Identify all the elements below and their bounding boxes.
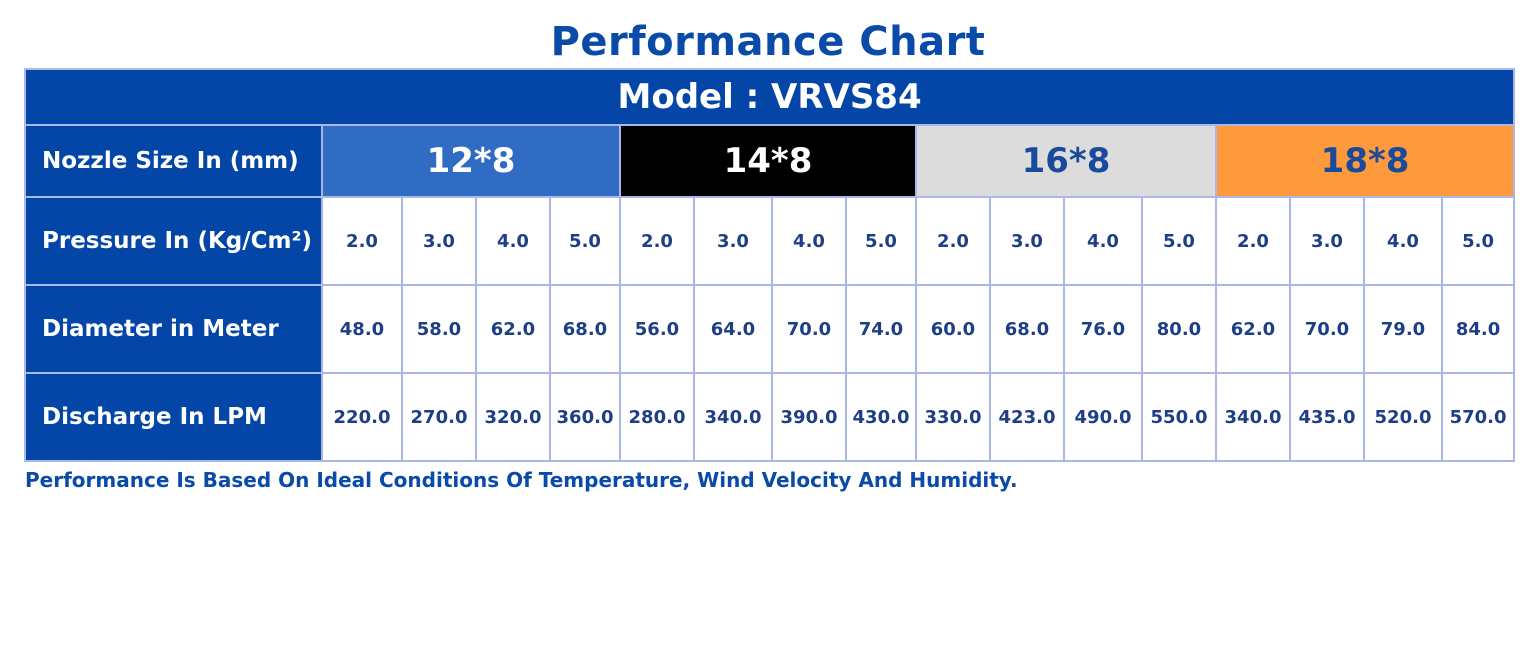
table-cell: 56.0 bbox=[619, 284, 695, 374]
table-cell: 2.0 bbox=[915, 196, 991, 286]
table-cell: 430.0 bbox=[845, 372, 917, 462]
discharge-row: Discharge In LPM 220.0 270.0 320.0 360.0… bbox=[24, 372, 1516, 462]
table-cell: 79.0 bbox=[1363, 284, 1443, 374]
pressure-row: Pressure In (Kg/Cm²) 2.0 3.0 4.0 5.0 2.0… bbox=[24, 196, 1516, 286]
nozzle-size-14x8: 14*8 bbox=[619, 124, 917, 198]
table-cell: 4.0 bbox=[475, 196, 551, 286]
table-cell: 60.0 bbox=[915, 284, 991, 374]
table-cell: 70.0 bbox=[771, 284, 847, 374]
table-cell: 550.0 bbox=[1141, 372, 1217, 462]
table-cell: 2.0 bbox=[619, 196, 695, 286]
diameter-label: Diameter in Meter bbox=[24, 284, 323, 374]
model-row: Model : VRVS84 bbox=[23, 68, 1516, 126]
table-cell: 280.0 bbox=[619, 372, 695, 462]
table-cell: 5.0 bbox=[549, 196, 621, 286]
table-cell: 48.0 bbox=[321, 284, 403, 374]
table-cell: 423.0 bbox=[989, 372, 1065, 462]
table-cell: 3.0 bbox=[1289, 196, 1365, 286]
table-cell: 5.0 bbox=[1141, 196, 1217, 286]
table-cell: 340.0 bbox=[693, 372, 773, 462]
table-cell: 490.0 bbox=[1063, 372, 1143, 462]
table-cell: 2.0 bbox=[321, 196, 403, 286]
table-cell: 360.0 bbox=[549, 372, 621, 462]
nozzle-size-row: Nozzle Size In (mm) 12*8 14*8 16*8 18*8 bbox=[24, 124, 1516, 198]
table-cell: 390.0 bbox=[771, 372, 847, 462]
performance-table: Model : VRVS84 Nozzle Size In (mm) 12*8 … bbox=[23, 68, 1516, 462]
table-cell: 3.0 bbox=[401, 196, 477, 286]
pressure-label: Pressure In (Kg/Cm²) bbox=[24, 196, 323, 286]
nozzle-size-label: Nozzle Size In (mm) bbox=[24, 124, 323, 198]
table-cell: 76.0 bbox=[1063, 284, 1143, 374]
table-cell: 84.0 bbox=[1440, 284, 1516, 374]
table-cell: 62.0 bbox=[475, 284, 551, 374]
table-cell: 520.0 bbox=[1363, 372, 1443, 462]
model-label: Model : VRVS84 bbox=[23, 68, 1516, 126]
table-cell: 68.0 bbox=[549, 284, 621, 374]
table-cell: 80.0 bbox=[1141, 284, 1217, 374]
table-cell: 4.0 bbox=[1063, 196, 1143, 286]
table-cell: 270.0 bbox=[401, 372, 477, 462]
table-cell: 3.0 bbox=[693, 196, 773, 286]
table-cell: 4.0 bbox=[1363, 196, 1443, 286]
table-cell: 62.0 bbox=[1215, 284, 1291, 374]
table-cell: 2.0 bbox=[1215, 196, 1291, 286]
nozzle-size-12x8: 12*8 bbox=[321, 124, 621, 198]
table-cell: 58.0 bbox=[401, 284, 477, 374]
table-cell: 70.0 bbox=[1289, 284, 1365, 374]
footnote: Performance Is Based On Ideal Conditions… bbox=[25, 468, 1018, 492]
table-cell: 74.0 bbox=[845, 284, 917, 374]
table-cell: 570.0 bbox=[1440, 372, 1516, 462]
table-cell: 5.0 bbox=[845, 196, 917, 286]
table-cell: 64.0 bbox=[693, 284, 773, 374]
table-cell: 435.0 bbox=[1289, 372, 1365, 462]
table-cell: 4.0 bbox=[771, 196, 847, 286]
diameter-row: Diameter in Meter 48.0 58.0 62.0 68.0 56… bbox=[24, 284, 1516, 374]
table-cell: 5.0 bbox=[1440, 196, 1516, 286]
table-cell: 3.0 bbox=[989, 196, 1065, 286]
nozzle-size-18x8: 18*8 bbox=[1214, 124, 1516, 198]
table-cell: 330.0 bbox=[915, 372, 991, 462]
table-cell: 320.0 bbox=[475, 372, 551, 462]
page-title: Performance Chart bbox=[550, 19, 986, 65]
table-cell: 68.0 bbox=[989, 284, 1065, 374]
table-cell: 220.0 bbox=[321, 372, 403, 462]
discharge-label: Discharge In LPM bbox=[24, 372, 323, 462]
nozzle-size-16x8: 16*8 bbox=[915, 124, 1217, 198]
table-cell: 340.0 bbox=[1215, 372, 1291, 462]
